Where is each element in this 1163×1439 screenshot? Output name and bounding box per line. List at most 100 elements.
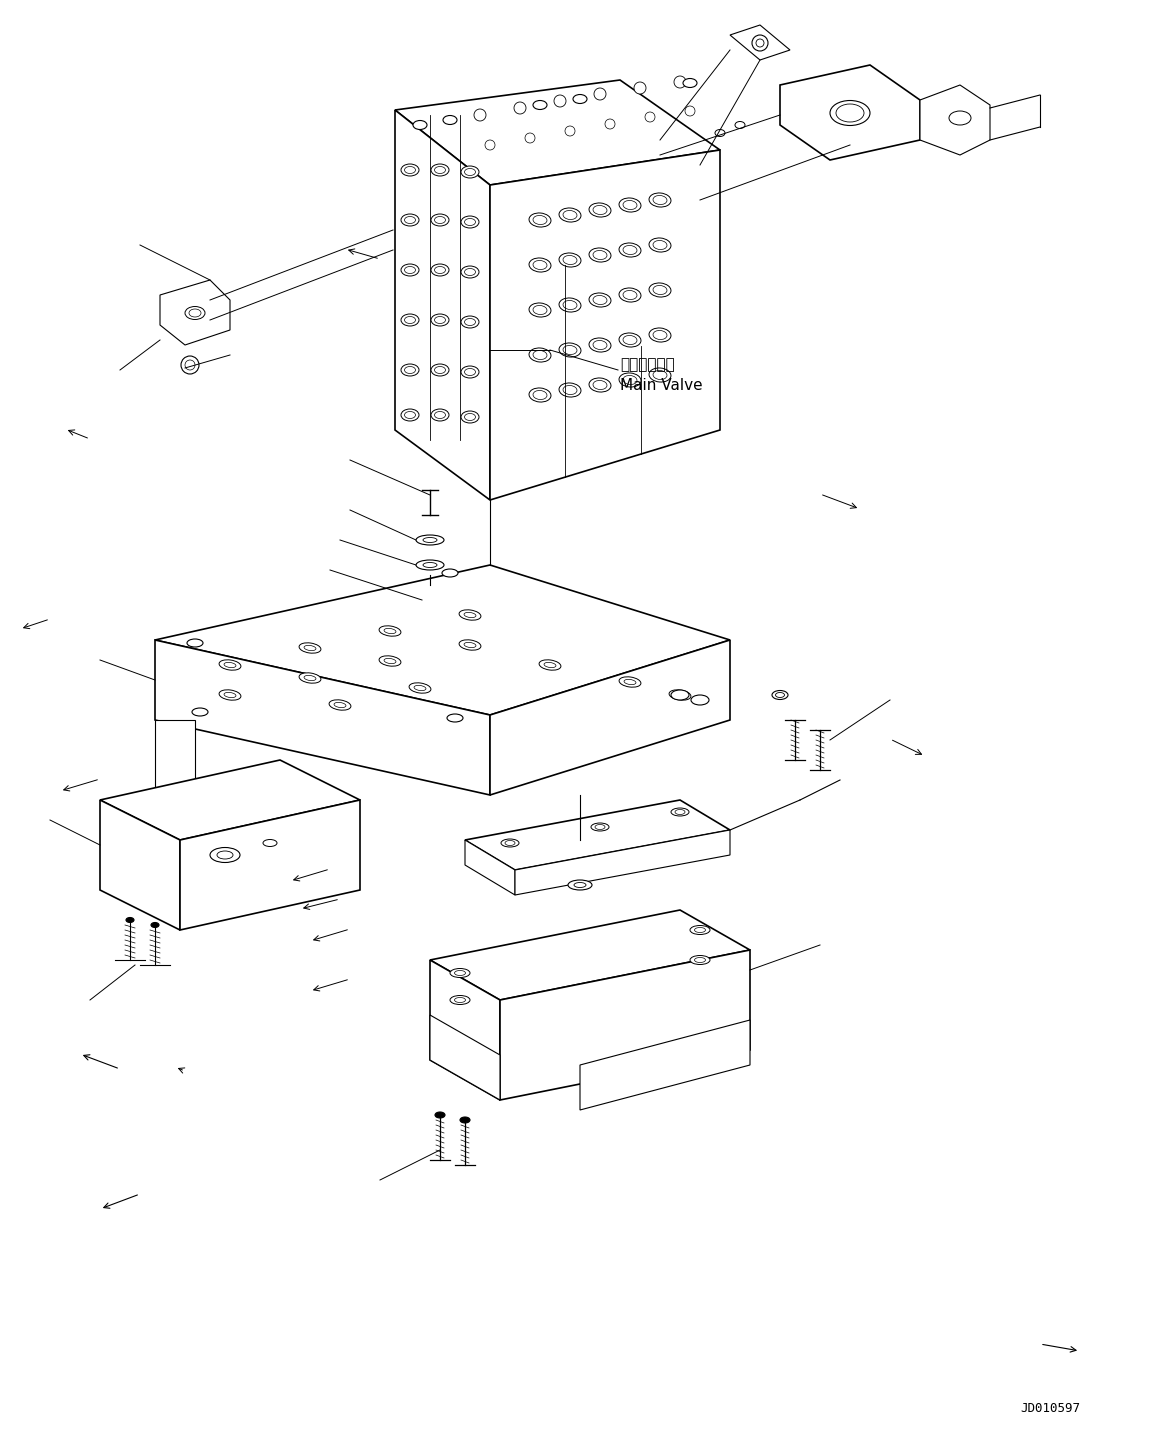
Ellipse shape bbox=[735, 121, 745, 128]
Ellipse shape bbox=[401, 409, 419, 422]
Ellipse shape bbox=[435, 266, 445, 273]
Text: メインバルブ: メインバルブ bbox=[620, 357, 675, 373]
Ellipse shape bbox=[652, 370, 668, 380]
Polygon shape bbox=[100, 800, 180, 930]
Circle shape bbox=[756, 39, 764, 47]
Ellipse shape bbox=[836, 104, 864, 122]
Ellipse shape bbox=[464, 269, 476, 275]
Text: JD010597: JD010597 bbox=[1020, 1402, 1080, 1415]
Ellipse shape bbox=[533, 101, 547, 109]
Polygon shape bbox=[155, 720, 195, 800]
Ellipse shape bbox=[573, 95, 587, 104]
Ellipse shape bbox=[211, 848, 240, 862]
Ellipse shape bbox=[593, 380, 607, 390]
Ellipse shape bbox=[431, 409, 449, 422]
Circle shape bbox=[634, 82, 645, 94]
Ellipse shape bbox=[563, 386, 577, 394]
Ellipse shape bbox=[559, 209, 582, 222]
Ellipse shape bbox=[401, 164, 419, 176]
Ellipse shape bbox=[694, 928, 706, 932]
Ellipse shape bbox=[461, 216, 479, 227]
Ellipse shape bbox=[652, 196, 668, 204]
Polygon shape bbox=[395, 81, 720, 186]
Ellipse shape bbox=[435, 167, 445, 174]
Polygon shape bbox=[730, 24, 790, 60]
Ellipse shape bbox=[431, 263, 449, 276]
Polygon shape bbox=[100, 760, 361, 840]
Ellipse shape bbox=[224, 662, 236, 668]
Polygon shape bbox=[395, 109, 490, 499]
Ellipse shape bbox=[151, 922, 159, 928]
Ellipse shape bbox=[619, 676, 641, 688]
Ellipse shape bbox=[464, 613, 476, 617]
Ellipse shape bbox=[675, 692, 686, 698]
Ellipse shape bbox=[423, 563, 437, 567]
Ellipse shape bbox=[187, 639, 204, 648]
Ellipse shape bbox=[384, 659, 395, 663]
Circle shape bbox=[645, 112, 655, 122]
Ellipse shape bbox=[533, 216, 547, 224]
Ellipse shape bbox=[461, 266, 479, 278]
Ellipse shape bbox=[431, 364, 449, 376]
Ellipse shape bbox=[405, 317, 415, 324]
Ellipse shape bbox=[401, 263, 419, 276]
Ellipse shape bbox=[529, 258, 551, 272]
Ellipse shape bbox=[623, 376, 637, 384]
Ellipse shape bbox=[593, 341, 607, 350]
Ellipse shape bbox=[595, 825, 605, 829]
Ellipse shape bbox=[533, 351, 547, 360]
Ellipse shape bbox=[533, 260, 547, 269]
Circle shape bbox=[181, 355, 199, 374]
Ellipse shape bbox=[379, 626, 401, 636]
Ellipse shape bbox=[619, 332, 641, 347]
Ellipse shape bbox=[949, 111, 971, 125]
Ellipse shape bbox=[649, 193, 671, 207]
Ellipse shape bbox=[649, 368, 671, 381]
Ellipse shape bbox=[219, 689, 241, 701]
Ellipse shape bbox=[431, 164, 449, 176]
Ellipse shape bbox=[126, 918, 134, 922]
Ellipse shape bbox=[691, 695, 709, 705]
Ellipse shape bbox=[447, 714, 463, 722]
Ellipse shape bbox=[464, 413, 476, 420]
Ellipse shape bbox=[401, 364, 419, 376]
Ellipse shape bbox=[459, 640, 481, 650]
Ellipse shape bbox=[533, 305, 547, 315]
Ellipse shape bbox=[529, 304, 551, 317]
Ellipse shape bbox=[405, 266, 415, 273]
Ellipse shape bbox=[683, 79, 697, 88]
Ellipse shape bbox=[413, 121, 427, 130]
Ellipse shape bbox=[405, 367, 415, 374]
Polygon shape bbox=[155, 566, 730, 715]
Ellipse shape bbox=[529, 389, 551, 401]
Ellipse shape bbox=[379, 656, 401, 666]
Ellipse shape bbox=[593, 250, 607, 259]
Ellipse shape bbox=[505, 840, 515, 846]
Ellipse shape bbox=[652, 240, 668, 249]
Circle shape bbox=[514, 102, 526, 114]
Circle shape bbox=[605, 119, 615, 130]
Ellipse shape bbox=[588, 338, 611, 353]
Ellipse shape bbox=[435, 216, 445, 223]
Ellipse shape bbox=[623, 246, 637, 255]
Polygon shape bbox=[500, 950, 750, 1099]
Ellipse shape bbox=[575, 882, 586, 888]
Ellipse shape bbox=[588, 203, 611, 217]
Ellipse shape bbox=[461, 366, 479, 378]
Polygon shape bbox=[422, 586, 438, 614]
Circle shape bbox=[675, 76, 686, 88]
Ellipse shape bbox=[192, 708, 208, 717]
Ellipse shape bbox=[464, 318, 476, 325]
Ellipse shape bbox=[464, 168, 476, 176]
Ellipse shape bbox=[464, 368, 476, 376]
Ellipse shape bbox=[299, 673, 321, 684]
Polygon shape bbox=[580, 1020, 750, 1109]
Ellipse shape bbox=[450, 996, 470, 1004]
Ellipse shape bbox=[544, 662, 556, 668]
Polygon shape bbox=[490, 640, 730, 794]
Ellipse shape bbox=[304, 675, 316, 681]
Ellipse shape bbox=[431, 314, 449, 327]
Polygon shape bbox=[465, 800, 730, 871]
Ellipse shape bbox=[559, 253, 582, 268]
Polygon shape bbox=[160, 281, 230, 345]
